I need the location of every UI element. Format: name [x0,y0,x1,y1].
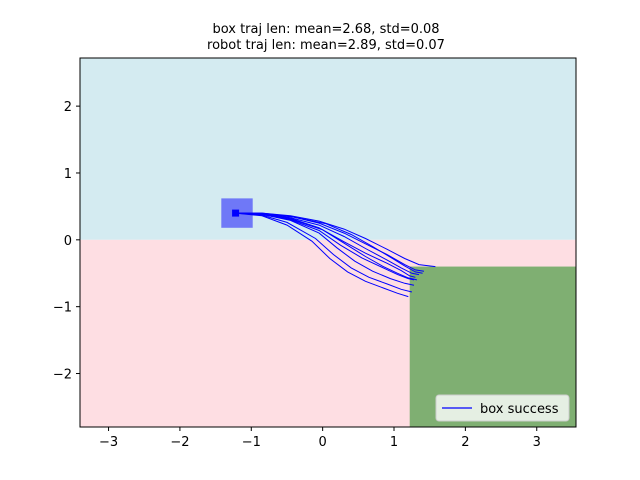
start-marker [232,209,240,217]
trajectory-line-9 [235,212,423,274]
trajectory-line-7 [235,212,413,293]
x-tick-label: 0 [319,435,327,450]
x-tick-label: −1 [242,435,261,450]
y-tick-label: −1 [53,301,72,316]
legend-box [435,394,570,422]
upper-region [80,58,576,240]
trajectory-line-10 [235,212,418,281]
x-tick-label: 1 [390,435,398,450]
plot-frame [79,57,577,428]
x-tick-label: 3 [533,435,541,450]
x-tick-label: −3 [99,435,118,450]
y-tick-label: 2 [64,100,72,115]
trajectory-line-6 [235,212,415,286]
chart-title-line-1: box traj len: mean=2.68, std=0.08 [212,22,439,37]
trajectories [235,212,436,298]
trajectory-line-4 [235,212,416,278]
chart-title-line-2: robot traj len: mean=2.89, std=0.07 [207,38,445,53]
x-tick-label: −2 [170,435,189,450]
legend-label: box success [480,402,559,417]
y-tick-label: 1 [64,167,72,182]
start-marker-layer [232,209,240,217]
plot-regions [80,58,576,427]
y-tick-label: −2 [53,368,72,383]
legend: box success [435,394,570,422]
y-tick-label: 0 [64,234,72,249]
x-tick-label: 2 [461,435,469,450]
trajectory-line-2 [235,212,425,272]
x-axis: −3 −2 −1 0 1 2 3 [99,427,541,450]
y-axis: −2 −1 0 1 2 [53,100,80,383]
trajectory-line-8 [235,212,409,298]
